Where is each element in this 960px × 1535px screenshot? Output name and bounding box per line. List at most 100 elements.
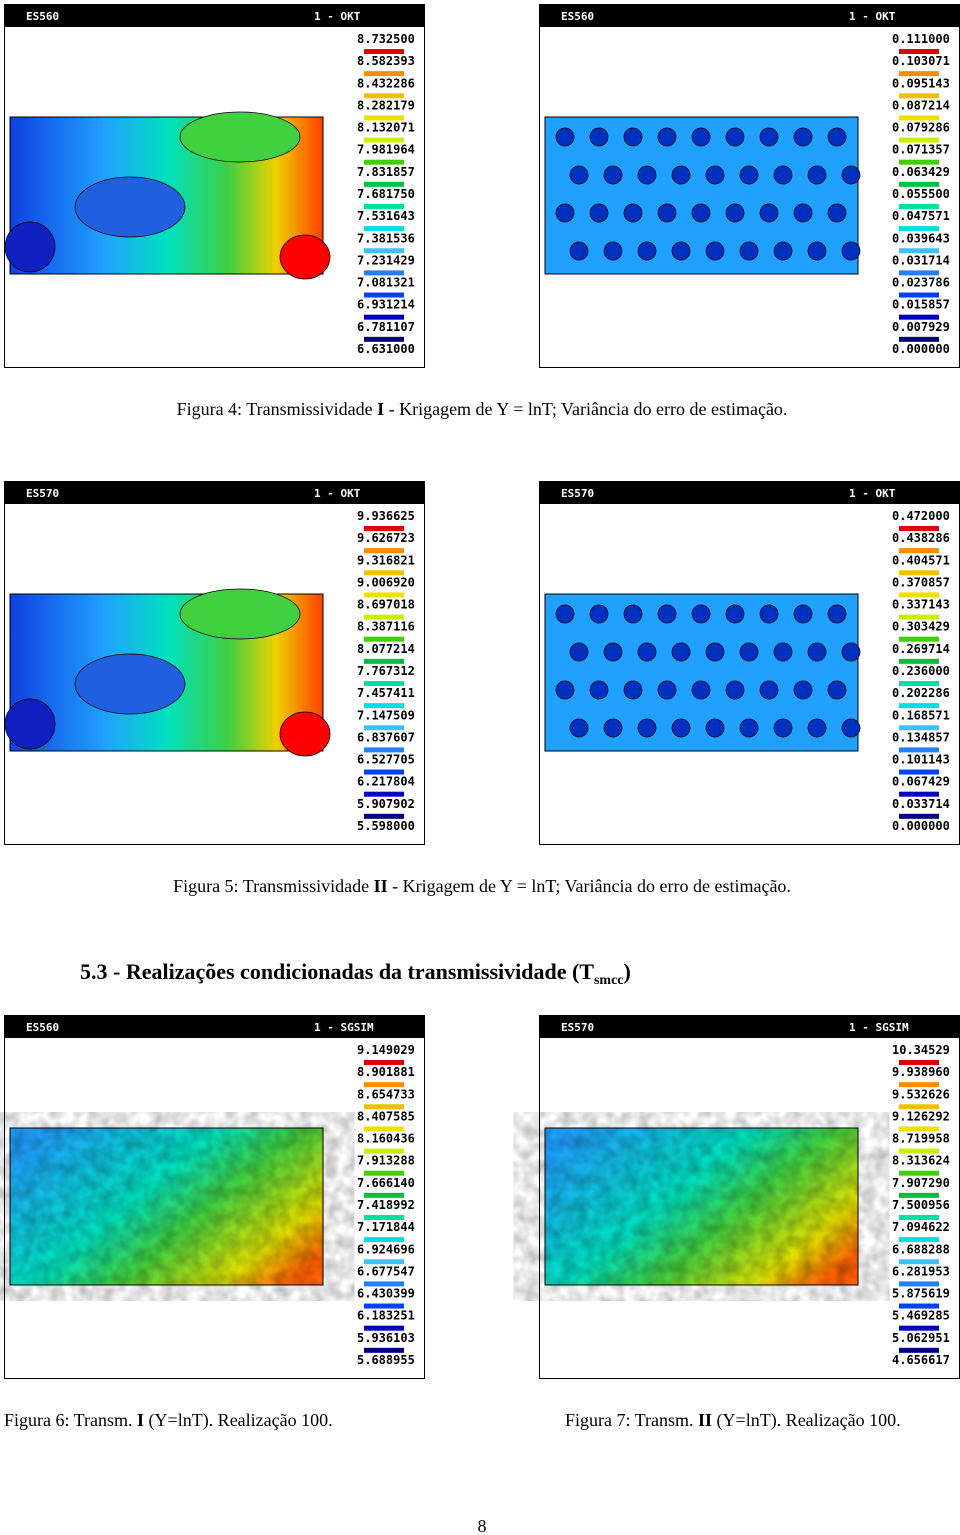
contour-dot xyxy=(725,680,745,700)
legend-value: 8.160436 xyxy=(357,1132,415,1146)
legend-value: 0.168571 xyxy=(892,708,950,722)
contour-dot xyxy=(637,241,657,261)
panel-method: 1 - OKT xyxy=(314,10,361,23)
legend-value: 5.598000 xyxy=(357,819,415,833)
legend-swatch xyxy=(899,1060,939,1065)
legend-value: 7.681750 xyxy=(357,187,415,201)
caption-part: I xyxy=(377,399,384,419)
legend-swatch xyxy=(364,1082,404,1088)
legend-swatch xyxy=(364,614,404,620)
caption-part: II xyxy=(698,1410,712,1430)
contour-dot xyxy=(623,604,643,624)
legend-swatch xyxy=(364,1347,404,1353)
contour-dot xyxy=(827,604,847,624)
contour-dot xyxy=(705,241,725,261)
legend-swatch xyxy=(364,769,404,775)
legend-value: 8.901881 xyxy=(357,1065,415,1079)
legend-swatch xyxy=(364,548,404,554)
legend-value: 7.981964 xyxy=(357,143,415,157)
caption-part: (Y=lnT). Realização 100. xyxy=(712,1410,901,1431)
legend-value: 0.095143 xyxy=(892,76,950,90)
legend-swatch xyxy=(364,203,404,209)
caption: Figura 6: Transm. I (Y=lnT). Realização … xyxy=(4,1410,333,1431)
contour-dot xyxy=(623,680,643,700)
contour-noise xyxy=(545,1128,858,1285)
caption: Figura 5: Transmissividade II - Krigagem… xyxy=(173,876,791,896)
contour-dot xyxy=(827,203,847,223)
legend-value: 6.281953 xyxy=(892,1264,950,1278)
legend-value: 8.582393 xyxy=(357,54,415,68)
legend-swatch xyxy=(899,703,939,709)
caption-part: Figura 6: Transm. xyxy=(4,1410,137,1430)
caption-part: Figura 5: Transmissividade xyxy=(173,876,374,896)
contour-dot xyxy=(691,604,711,624)
contour-dot xyxy=(555,604,575,624)
legend-value: 0.000000 xyxy=(892,342,950,356)
legend-swatch xyxy=(364,1237,404,1243)
contour-dot xyxy=(793,203,813,223)
contour-dot xyxy=(637,718,657,738)
legend-swatch xyxy=(899,1281,939,1287)
legend-value: 8.387116 xyxy=(357,620,415,634)
legend-swatch xyxy=(364,747,404,753)
contour-dot xyxy=(705,165,725,185)
legend-swatch xyxy=(364,181,404,187)
legend-swatch xyxy=(899,658,939,664)
contour-dot xyxy=(603,241,623,261)
legend-value: 4.656617 xyxy=(892,1353,950,1367)
legend-swatch xyxy=(364,1170,404,1176)
panel-method: 1 - OKT xyxy=(849,10,896,23)
legend-swatch xyxy=(899,769,939,775)
legend-swatch xyxy=(899,526,939,531)
panel-method: 1 - OKT xyxy=(849,487,896,500)
legend-value: 8.407585 xyxy=(357,1109,415,1123)
legend-swatch xyxy=(364,93,404,99)
legend-swatch xyxy=(899,1104,939,1110)
legend-value: 0.063429 xyxy=(892,165,950,179)
legend-value: 6.781107 xyxy=(357,320,415,334)
legend-value: 8.654733 xyxy=(357,1087,415,1101)
legend-swatch xyxy=(364,725,404,731)
legend-swatch xyxy=(899,747,939,753)
contour-dot xyxy=(671,165,691,185)
contour-dot xyxy=(623,203,643,223)
legend-value: 7.831857 xyxy=(357,165,415,179)
legend-value: 7.171844 xyxy=(357,1220,415,1234)
caption: Figura 4: Transmissividade I - Krigagem … xyxy=(177,399,788,419)
legend-swatch xyxy=(364,570,404,576)
legend-swatch xyxy=(364,526,404,531)
legend-value: 0.337143 xyxy=(892,598,950,612)
contour-blob xyxy=(279,711,331,757)
legend-value: 5.936103 xyxy=(357,1331,415,1345)
panel-method: 1 - OKT xyxy=(314,487,361,500)
panel-id: ES560 xyxy=(26,10,59,23)
legend-value: 9.126292 xyxy=(892,1109,950,1123)
legend-swatch xyxy=(364,336,404,342)
legend-swatch xyxy=(364,270,404,276)
heading-subscript: smcc xyxy=(594,973,624,988)
contour-dot xyxy=(657,604,677,624)
legend-swatch xyxy=(364,1325,404,1331)
legend-value: 0.039643 xyxy=(892,231,950,245)
contour-dot xyxy=(793,604,813,624)
legend-swatch xyxy=(899,159,939,165)
legend-value: 9.626723 xyxy=(357,531,415,545)
contour-dot xyxy=(569,642,589,662)
contour-dot xyxy=(671,718,691,738)
legend-value: 0.134857 xyxy=(892,730,950,744)
contour-noise xyxy=(10,1128,323,1285)
legend-swatch xyxy=(364,49,404,54)
legend-value: 6.677547 xyxy=(357,1264,415,1278)
panel-header xyxy=(540,5,959,27)
legend-swatch xyxy=(364,1214,404,1220)
legend-swatch xyxy=(364,703,404,709)
contour-dot xyxy=(739,718,759,738)
legend-swatch xyxy=(899,725,939,731)
contour-dot xyxy=(773,165,793,185)
panel-header xyxy=(5,1016,424,1038)
caption-part: Figura 7: Transm. xyxy=(565,1410,698,1430)
contour-dot xyxy=(555,127,575,147)
panel-header xyxy=(540,482,959,504)
contour-dot xyxy=(555,680,575,700)
contour-dot xyxy=(705,642,725,662)
